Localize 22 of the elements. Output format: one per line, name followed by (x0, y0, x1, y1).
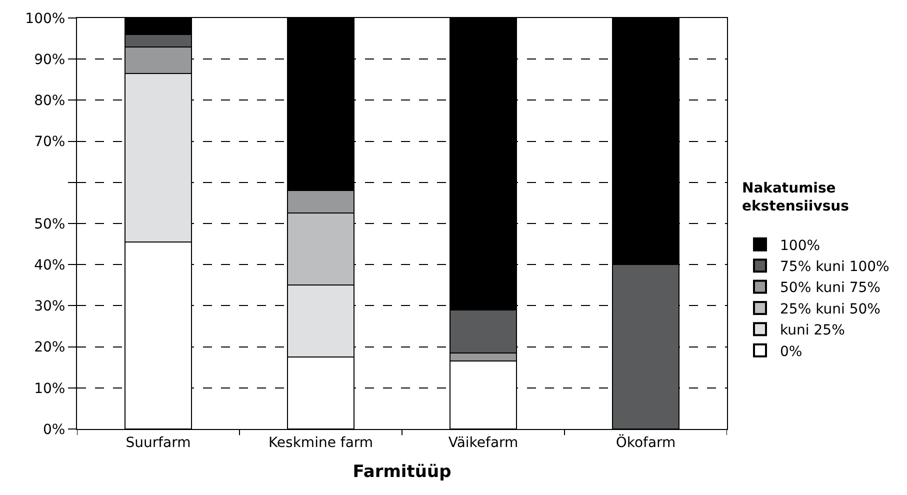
legend-label: 50% kuni 75% (780, 280, 880, 296)
x-tick-label: Ökofarm (616, 434, 676, 451)
x-axis-title: Farmitüüp (352, 462, 452, 482)
y-tick-label: 80% (34, 93, 66, 110)
y-tick-label: 90% (34, 52, 66, 68)
y-tick-label: 20% (34, 340, 66, 356)
x-tick-label: Suurfarm (126, 434, 191, 451)
legend-label: 100% (780, 238, 820, 254)
x-tick-label: Keskmine farm (268, 434, 374, 451)
x-tick-label: Väikefarm (448, 434, 518, 451)
y-tick-label: 70% (34, 134, 66, 150)
y-tick-label: 0% (42, 422, 66, 438)
legend-label: 25% kuni 50% (780, 301, 880, 318)
y-tick-label: 100% (25, 10, 66, 27)
y-tick-label: 40% (34, 258, 66, 274)
legend-title: Nakatumise ekstensiivsus (742, 180, 849, 215)
y-tick-label: 50% (34, 216, 66, 232)
y-tick-label: 30% (34, 298, 66, 315)
legend-label: 0% (780, 344, 802, 360)
y-tick-label: 10% (34, 380, 66, 397)
legend-label: kuni 25% (780, 322, 845, 339)
legend-label: 75% kuni 100% (780, 259, 890, 276)
